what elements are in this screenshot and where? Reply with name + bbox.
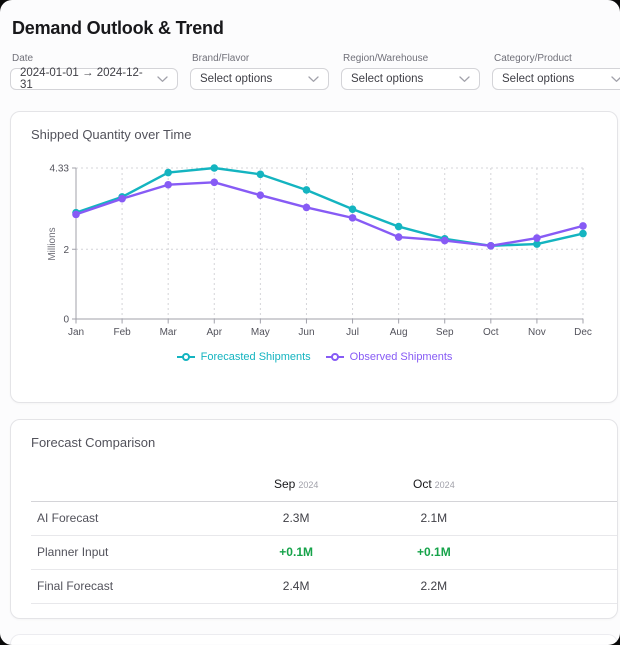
- cell-value: 2.3M: [227, 501, 365, 536]
- data-point-forecasted-shipments: [302, 186, 311, 194]
- legend-item-observed-shipments[interactable]: Observed Shipments: [325, 351, 452, 363]
- header: Demand Outlook & Trend: [0, 0, 620, 39]
- shipped-quantity-chart: 0 2 4.33 Jan Feb Mar Apr May Jun Jul Aug Sep Oct Nov D…: [47, 164, 592, 339]
- data-point-forecasted-shipments: [533, 240, 541, 248]
- next-card-edge: [10, 634, 618, 644]
- shipped-quantity-card: Shipped Quantity over Time 0 2 4.33 Jan Feb M…: [10, 111, 618, 403]
- legend-marker-icon: [176, 353, 195, 361]
- svg-text:Sep: Sep: [436, 327, 454, 338]
- data-point-observed-shipments: [394, 233, 403, 241]
- data-point-observed-shipments: [210, 178, 219, 187]
- page-title: Demand Outlook & Trend: [12, 18, 224, 38]
- data-point-observed-shipments: [164, 180, 172, 189]
- filter-bar: Date 2024-01-01 → 2024-12-31 Brand/Flavo…: [0, 53, 620, 91]
- legend-marker-icon: [325, 353, 344, 361]
- cell-value: +0.1M: [365, 535, 503, 570]
- data-point-forecasted-shipments: [256, 170, 265, 179]
- column-header-oct: Oct 2024: [365, 467, 503, 502]
- svg-text:Feb: Feb: [113, 327, 131, 338]
- cell-value: 2.2M: [365, 569, 503, 604]
- data-point-forecasted-shipments: [394, 222, 403, 231]
- data-point-observed-shipments: [440, 236, 449, 245]
- data-point-observed-shipments: [118, 194, 126, 203]
- chevron-down-icon: [611, 75, 620, 82]
- empty-header-cell: [31, 467, 228, 502]
- filter-brand-flavor: Brand/Flavor Select options: [190, 53, 329, 90]
- svg-text:Aug: Aug: [390, 327, 408, 338]
- table-row-final-forecast: Final Forecast 2.4M 2.2M: [31, 569, 617, 604]
- series-observed-shipments: [72, 178, 587, 250]
- svg-text:Jul: Jul: [346, 327, 359, 338]
- forecast-comparison-card: Forecast Comparison Sep 2024 Oct 2024 AI F: [10, 419, 618, 619]
- table-header-row: Sep 2024 Oct 2024: [31, 467, 617, 502]
- empty-header-cell: [502, 467, 617, 502]
- filter-date: Date 2024-01-01 → 2024-12-31: [10, 53, 178, 91]
- svg-text:Mar: Mar: [160, 327, 178, 338]
- forecast-comparison-table: Sep 2024 Oct 2024 AI Forecast 2.3M 2.1M Pl…: [31, 467, 617, 604]
- filter-region-warehouse: Region/Warehouse Select options: [341, 53, 480, 90]
- svg-text:Dec: Dec: [574, 327, 592, 338]
- table-title: Forecast Comparison: [31, 435, 156, 450]
- select-value: Select options: [351, 73, 424, 85]
- cell-value: +0.1M: [227, 535, 365, 570]
- column-header-sep: Sep 2024: [227, 467, 365, 502]
- data-point-observed-shipments: [579, 222, 587, 230]
- table-row-planner-input: Planner Input +0.1M +0.1M: [31, 535, 617, 570]
- legend-item-forecasted-shipments[interactable]: Forecasted Shipments: [176, 351, 311, 363]
- region-warehouse-select[interactable]: Select options: [341, 68, 480, 90]
- select-value: 2024-01-01 → 2024-12-31: [20, 67, 143, 91]
- svg-text:Apr: Apr: [206, 327, 222, 338]
- chart-gridlines: 0 2 4.33 Jan Feb Mar Apr May Jun Jul Aug Sep Oct Nov D…: [50, 164, 592, 339]
- filter-category-product: Category/Product Select options: [492, 53, 620, 90]
- svg-text:Jan: Jan: [68, 327, 84, 338]
- chart-legend: Forecasted Shipments Observed Shipments: [11, 351, 617, 363]
- data-point-observed-shipments: [348, 214, 357, 222]
- data-point-forecasted-shipments: [164, 168, 172, 177]
- svg-text:0: 0: [63, 315, 69, 326]
- data-point-forecasted-shipments: [348, 205, 357, 213]
- svg-text:4.33: 4.33: [50, 164, 70, 175]
- brand-flavor-select[interactable]: Select options: [190, 68, 329, 90]
- data-point-observed-shipments: [533, 234, 541, 242]
- chart-title: Shipped Quantity over Time: [31, 127, 192, 142]
- svg-text:2: 2: [63, 245, 69, 256]
- table-row-ai-forecast: AI Forecast 2.3M 2.1M: [31, 501, 617, 536]
- select-value: Select options: [200, 73, 273, 85]
- chart-area: 0 2 4.33 Jan Feb Mar Apr May Jun Jul Aug Sep Oct Nov D…: [11, 148, 617, 364]
- data-point-observed-shipments: [72, 210, 80, 219]
- svg-text:Oct: Oct: [483, 327, 499, 338]
- date-range-select[interactable]: 2024-01-01 → 2024-12-31: [10, 67, 178, 91]
- data-point-observed-shipments: [302, 203, 311, 212]
- filter-label: Brand/Flavor: [192, 53, 250, 64]
- chevron-down-icon: [459, 75, 470, 82]
- filter-label: Region/Warehouse: [343, 53, 429, 64]
- data-point-forecasted-shipments: [210, 164, 219, 172]
- data-point-observed-shipments: [487, 241, 495, 250]
- svg-text:May: May: [251, 327, 270, 338]
- data-point-forecasted-shipments: [579, 229, 587, 238]
- data-point-observed-shipments: [256, 191, 265, 200]
- svg-text:Nov: Nov: [528, 327, 546, 338]
- category-product-select[interactable]: Select options: [492, 68, 620, 90]
- series-forecasted-shipments: [72, 164, 587, 250]
- chevron-down-icon: [308, 75, 319, 82]
- chart-axes: [75, 168, 583, 320]
- filter-label: Category/Product: [494, 53, 572, 64]
- select-value: Select options: [502, 73, 575, 85]
- chevron-down-icon: [157, 75, 168, 82]
- cell-value: 2.1M: [365, 501, 503, 536]
- filter-label: Date: [12, 53, 34, 64]
- y-axis-label: Millions: [47, 227, 58, 260]
- svg-text:Jun: Jun: [298, 327, 314, 338]
- cell-value: 2.4M: [227, 569, 365, 604]
